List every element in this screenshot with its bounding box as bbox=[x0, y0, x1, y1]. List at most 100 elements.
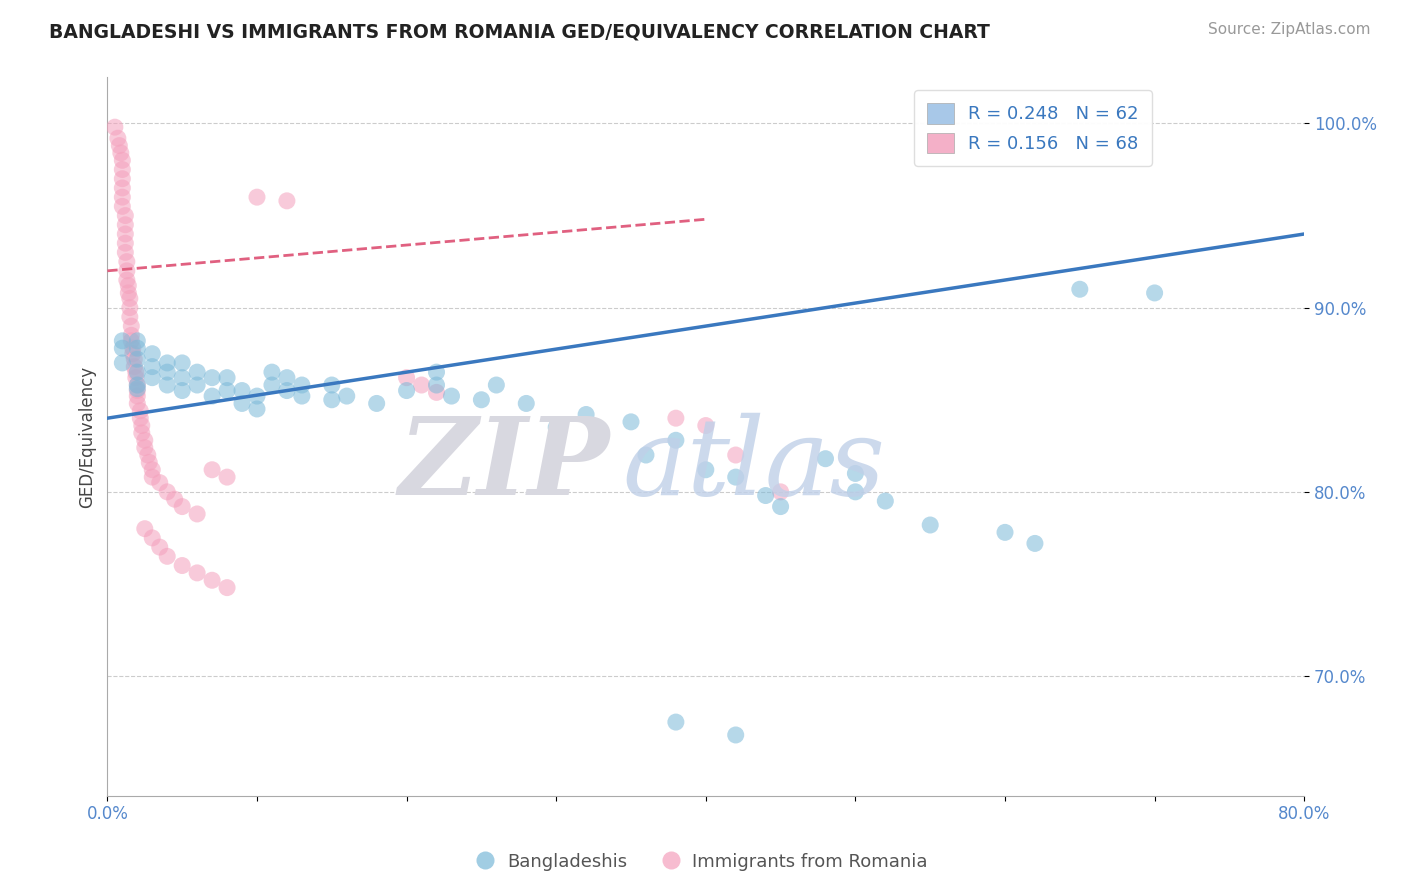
Point bbox=[111, 334, 134, 348]
Point bbox=[141, 370, 163, 384]
Point bbox=[695, 463, 717, 477]
Point bbox=[111, 341, 134, 355]
Point bbox=[425, 385, 447, 400]
Point bbox=[291, 378, 314, 392]
Point bbox=[186, 365, 208, 379]
Point bbox=[104, 120, 127, 135]
Point bbox=[321, 378, 343, 392]
Point bbox=[724, 448, 747, 462]
Point bbox=[875, 494, 897, 508]
Point bbox=[231, 384, 253, 398]
Point bbox=[156, 484, 179, 499]
Point bbox=[124, 359, 146, 374]
Point bbox=[844, 484, 866, 499]
Point bbox=[186, 566, 208, 580]
Point bbox=[515, 396, 537, 410]
Point bbox=[138, 455, 160, 469]
Point bbox=[127, 334, 149, 348]
Point bbox=[131, 418, 153, 433]
Point bbox=[127, 378, 149, 392]
Point bbox=[156, 549, 179, 564]
Point bbox=[114, 245, 136, 260]
Point bbox=[201, 370, 224, 384]
Point bbox=[111, 171, 134, 186]
Point bbox=[1143, 285, 1166, 300]
Text: Source: ZipAtlas.com: Source: ZipAtlas.com bbox=[1208, 22, 1371, 37]
Point bbox=[127, 384, 149, 398]
Point bbox=[172, 384, 194, 398]
Text: BANGLADESHI VS IMMIGRANTS FROM ROMANIA GED/EQUIVALENCY CORRELATION CHART: BANGLADESHI VS IMMIGRANTS FROM ROMANIA G… bbox=[49, 22, 990, 41]
Point bbox=[769, 500, 792, 514]
Point bbox=[291, 389, 314, 403]
Point bbox=[127, 365, 149, 379]
Point bbox=[141, 463, 163, 477]
Point bbox=[134, 434, 156, 448]
Point bbox=[321, 392, 343, 407]
Point bbox=[114, 218, 136, 232]
Point bbox=[634, 448, 657, 462]
Point bbox=[260, 365, 283, 379]
Point bbox=[172, 500, 194, 514]
Point bbox=[665, 411, 688, 425]
Point bbox=[201, 463, 224, 477]
Point bbox=[215, 581, 238, 595]
Point bbox=[141, 359, 163, 374]
Point bbox=[111, 162, 134, 177]
Point bbox=[111, 356, 134, 370]
Point bbox=[755, 489, 778, 503]
Point bbox=[246, 389, 269, 403]
Point bbox=[575, 408, 598, 422]
Point bbox=[215, 370, 238, 384]
Point bbox=[134, 441, 156, 455]
Point bbox=[231, 396, 253, 410]
Point bbox=[163, 492, 186, 507]
Point bbox=[110, 145, 132, 160]
Point bbox=[141, 347, 163, 361]
Point bbox=[395, 370, 418, 384]
Point bbox=[546, 420, 568, 434]
Point bbox=[695, 418, 717, 433]
Point bbox=[665, 715, 688, 730]
Point bbox=[246, 190, 269, 204]
Point bbox=[114, 227, 136, 241]
Point bbox=[336, 389, 359, 403]
Point bbox=[127, 382, 149, 396]
Point bbox=[156, 378, 179, 392]
Point bbox=[114, 209, 136, 223]
Point bbox=[844, 467, 866, 481]
Point bbox=[172, 558, 194, 573]
Point bbox=[129, 411, 152, 425]
Point bbox=[215, 470, 238, 484]
Point bbox=[149, 475, 172, 490]
Point bbox=[172, 356, 194, 370]
Point bbox=[127, 341, 149, 355]
Point bbox=[485, 378, 508, 392]
Point bbox=[141, 531, 163, 545]
Point bbox=[724, 470, 747, 484]
Legend: R = 0.248   N = 62, R = 0.156   N = 68: R = 0.248 N = 62, R = 0.156 N = 68 bbox=[914, 90, 1152, 166]
Point bbox=[121, 341, 143, 355]
Point bbox=[201, 574, 224, 588]
Point bbox=[117, 285, 139, 300]
Point bbox=[136, 448, 159, 462]
Y-axis label: GED/Equivalency: GED/Equivalency bbox=[79, 366, 96, 508]
Point bbox=[920, 518, 942, 533]
Point bbox=[440, 389, 463, 403]
Point bbox=[215, 384, 238, 398]
Point bbox=[125, 370, 148, 384]
Point bbox=[111, 181, 134, 195]
Point bbox=[149, 540, 172, 554]
Point bbox=[994, 525, 1017, 540]
Point bbox=[246, 401, 269, 416]
Text: atlas: atlas bbox=[621, 413, 884, 518]
Point bbox=[470, 392, 492, 407]
Point bbox=[186, 378, 208, 392]
Text: ZIP: ZIP bbox=[399, 412, 610, 518]
Point bbox=[395, 384, 418, 398]
Point bbox=[1024, 536, 1046, 550]
Point bbox=[276, 370, 298, 384]
Point bbox=[125, 365, 148, 379]
Point bbox=[115, 264, 138, 278]
Point bbox=[724, 728, 747, 742]
Point bbox=[665, 434, 688, 448]
